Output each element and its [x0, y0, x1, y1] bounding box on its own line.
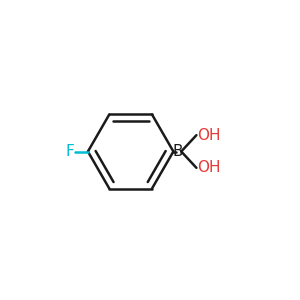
- Text: F: F: [65, 144, 74, 159]
- Text: OH: OH: [198, 128, 221, 143]
- Text: B: B: [172, 144, 183, 159]
- Text: OH: OH: [198, 160, 221, 175]
